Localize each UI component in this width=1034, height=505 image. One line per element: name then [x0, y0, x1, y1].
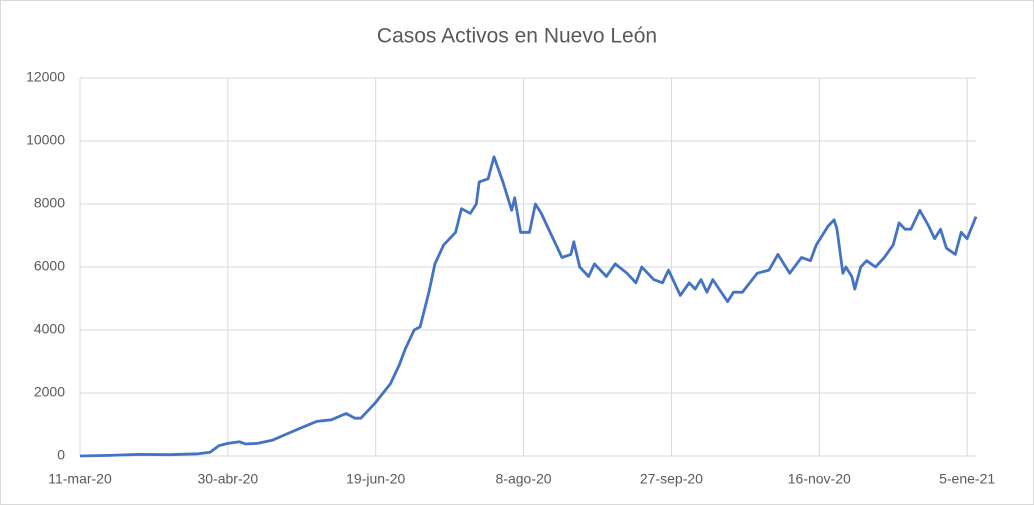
y-tick-label: 2000 — [34, 384, 65, 400]
x-tick-label: 27-sep-20 — [640, 471, 703, 487]
y-tick-label: 4000 — [34, 321, 65, 337]
x-tick-label: 8-ago-20 — [496, 471, 552, 487]
line-series — [79, 155, 978, 458]
y-tick-label: 8000 — [34, 195, 65, 211]
y-tick-label: 10000 — [26, 132, 65, 148]
y-tick-label: 12000 — [26, 69, 65, 85]
y-tick-label: 0 — [57, 447, 65, 463]
x-tick-label: 11-mar-20 — [48, 471, 112, 487]
x-tick-label: 30-abr-20 — [198, 471, 259, 487]
x-tick-label: 16-nov-20 — [788, 471, 851, 487]
x-tick-label: 19-jun-20 — [346, 471, 405, 487]
x-tick-label: 5-ene-21 — [939, 471, 995, 487]
chart-title: Casos Activos en Nuevo León — [377, 25, 657, 48]
y-tick-label: 6000 — [34, 258, 65, 274]
